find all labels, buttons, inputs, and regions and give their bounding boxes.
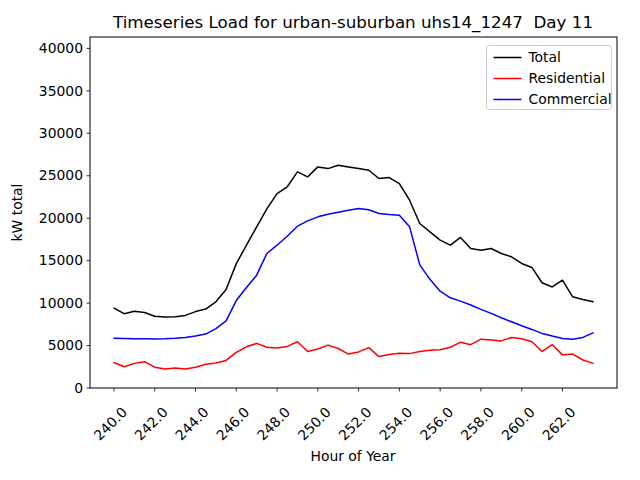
x-tick-label: 240.0 xyxy=(91,404,130,443)
series-line-total xyxy=(114,165,593,317)
figure: Timeseries Load for urban-suburban uhs14… xyxy=(0,0,640,480)
y-tick-label: 5000 xyxy=(48,337,83,353)
series-line-residential xyxy=(114,337,593,368)
y-tick-label: 30000 xyxy=(39,125,83,141)
y-tick-label: 20000 xyxy=(39,210,83,226)
x-tick-label: 262.0 xyxy=(539,404,578,443)
x-tick-label: 254.0 xyxy=(376,404,415,443)
y-tick-label: 10000 xyxy=(39,295,83,311)
x-tick-label: 244.0 xyxy=(172,404,211,443)
x-tick-label: 246.0 xyxy=(213,404,252,443)
y-axis-label: kW total xyxy=(9,184,25,242)
legend-label-commercial: Commercial xyxy=(529,91,612,107)
legend-label-total: Total xyxy=(528,49,561,65)
x-tick-label: 258.0 xyxy=(458,404,497,443)
chart-title: Timeseries Load for urban-suburban uhs14… xyxy=(112,12,593,33)
x-tick-label: 260.0 xyxy=(498,404,537,443)
x-tick-label: 252.0 xyxy=(335,404,374,443)
x-tick-label: 248.0 xyxy=(254,404,293,443)
x-tick-label: 256.0 xyxy=(417,404,456,443)
y-tick-label: 35000 xyxy=(39,83,83,99)
y-tick-label: 15000 xyxy=(39,252,83,268)
legend-label-residential: Residential xyxy=(529,70,606,86)
legend: Total Residential Commercial xyxy=(487,46,612,110)
y-tick-label: 0 xyxy=(74,380,83,396)
plot-svg: Timeseries Load for urban-suburban uhs14… xyxy=(0,0,640,480)
series-lines xyxy=(114,165,593,369)
x-tick-label: 250.0 xyxy=(295,404,334,443)
series-line-commercial xyxy=(114,209,593,340)
x-axis-label: Hour of Year xyxy=(310,448,395,464)
y-tick-label: 25000 xyxy=(39,167,83,183)
y-tick-label: 40000 xyxy=(39,40,83,56)
x-tick-label: 242.0 xyxy=(131,404,170,443)
